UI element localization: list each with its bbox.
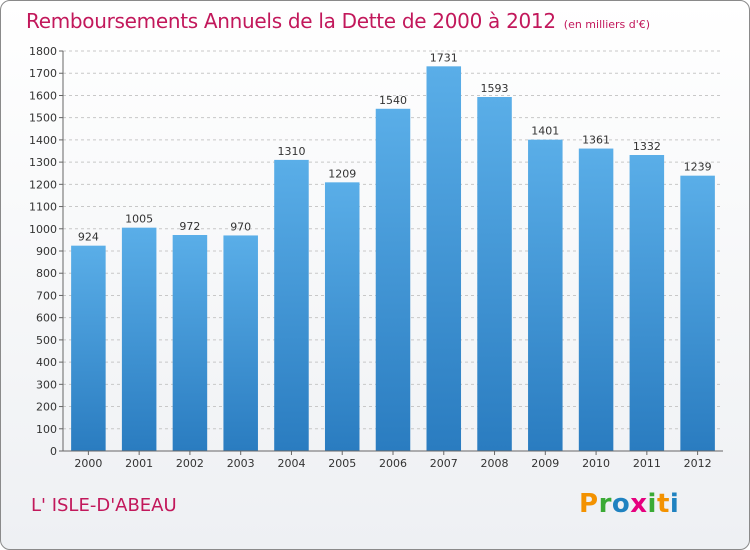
bars bbox=[71, 66, 715, 452]
y-tick-label: 1600 bbox=[29, 89, 57, 102]
y-tick-label: 1200 bbox=[29, 178, 57, 191]
data-label: 1332 bbox=[633, 140, 661, 153]
y-tick-label: 1800 bbox=[29, 45, 57, 58]
y-tick-label: 1700 bbox=[29, 67, 57, 80]
y-tick-label: 1400 bbox=[29, 134, 57, 147]
y-tick-label: 1500 bbox=[29, 112, 57, 125]
y-axis: 0 100 200 300 400 500 600 700 800 900 1000 1100 1200… bbox=[29, 45, 64, 458]
bar bbox=[578, 148, 614, 452]
y-tick-label: 1000 bbox=[29, 223, 57, 236]
y-tick-label: 100 bbox=[36, 423, 57, 436]
x-tick-label: 2011 bbox=[633, 457, 661, 470]
x-tick-label: 2002 bbox=[176, 457, 204, 470]
bar bbox=[223, 235, 258, 451]
data-label: 924 bbox=[78, 231, 99, 244]
data-label: 972 bbox=[179, 220, 200, 233]
title-text: Remboursements Annuels de la Dette de 20… bbox=[26, 9, 556, 33]
data-label: 1401 bbox=[531, 125, 559, 138]
y-tick-label: 500 bbox=[36, 334, 57, 347]
x-tick-label: 2009 bbox=[531, 457, 559, 470]
y-tick-label: 0 bbox=[50, 445, 57, 458]
y-tick-label: 1100 bbox=[29, 201, 57, 214]
bar bbox=[477, 97, 512, 451]
data-label: 1310 bbox=[277, 145, 305, 158]
x-tick-label: 2008 bbox=[481, 457, 509, 470]
data-label: 970 bbox=[230, 220, 251, 233]
y-tick-label: 200 bbox=[36, 401, 57, 414]
data-label: 1209 bbox=[328, 167, 356, 180]
x-tick-label: 2000 bbox=[74, 457, 102, 470]
chart-title: Remboursements Annuels de la Dette de 20… bbox=[26, 9, 650, 33]
logo-letter: t bbox=[656, 489, 670, 519]
y-tick-label: 900 bbox=[36, 245, 57, 258]
logo-letter: i bbox=[647, 489, 657, 519]
bar bbox=[324, 182, 360, 452]
y-tick-label: 300 bbox=[36, 378, 57, 391]
x-tick-label: 2010 bbox=[582, 457, 610, 470]
data-label: 1593 bbox=[481, 82, 509, 95]
x-tick-label: 2012 bbox=[684, 457, 712, 470]
y-tick-label: 800 bbox=[36, 267, 57, 280]
bar bbox=[680, 175, 715, 451]
x-tick-label: 2007 bbox=[430, 457, 458, 470]
y-tick-label: 400 bbox=[36, 356, 57, 369]
x-tick-label: 2001 bbox=[125, 457, 153, 470]
bar bbox=[528, 139, 563, 451]
unit-label: (en milliers d'€) bbox=[563, 18, 651, 31]
logo-letter: r bbox=[598, 489, 612, 519]
bar bbox=[426, 66, 462, 451]
logo-letter: i bbox=[669, 489, 680, 519]
x-tick-label: 2003 bbox=[227, 457, 255, 470]
x-tick-label: 2005 bbox=[328, 457, 356, 470]
y-tick-label: 1300 bbox=[29, 156, 57, 169]
bar bbox=[274, 159, 309, 451]
logo-letter: x bbox=[630, 489, 648, 519]
bar bbox=[71, 245, 106, 451]
data-label: 1731 bbox=[430, 51, 458, 64]
bar bbox=[375, 108, 411, 452]
place-name: L' ISLE-D'ABEAU bbox=[31, 495, 177, 516]
data-labels: 924 1005 972 970 1310 1209 1540 1731 1593 1401 136… bbox=[78, 51, 712, 243]
x-tick-label: 2004 bbox=[277, 457, 305, 470]
proxiti-logo: Proxiti bbox=[579, 489, 679, 519]
x-axis: 2000 2001 2002 2003 2004 2005 2006 2007 2008 2009… bbox=[63, 450, 723, 470]
logo-letter: P bbox=[579, 489, 599, 519]
data-label: 1361 bbox=[582, 134, 610, 147]
logo-letter: o bbox=[611, 489, 631, 519]
bar bbox=[629, 155, 665, 451]
bar bbox=[172, 235, 208, 451]
data-label: 1540 bbox=[379, 94, 407, 107]
data-label: 1239 bbox=[684, 161, 712, 174]
x-tick-label: 2006 bbox=[379, 457, 407, 470]
bar bbox=[121, 227, 157, 451]
data-label: 1005 bbox=[125, 213, 153, 226]
y-tick-label: 600 bbox=[36, 312, 57, 325]
y-tick-label: 700 bbox=[36, 289, 57, 302]
